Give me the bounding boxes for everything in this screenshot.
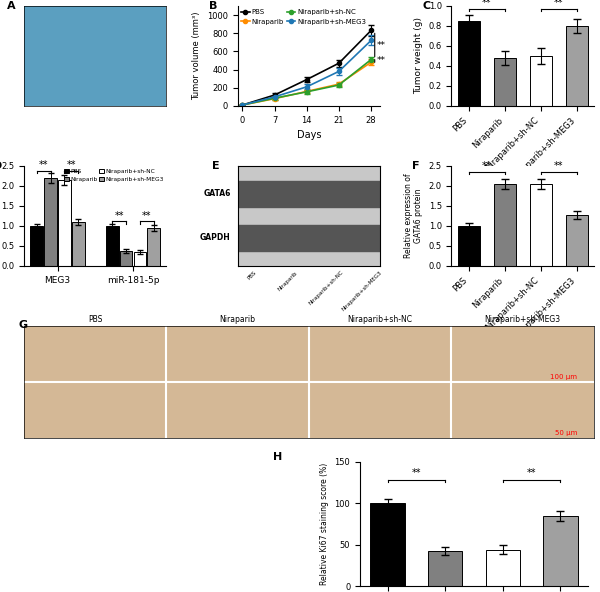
Text: 100 μm: 100 μm <box>550 374 577 379</box>
Bar <box>238 181 380 207</box>
Bar <box>72 222 85 266</box>
Bar <box>58 180 71 266</box>
Bar <box>494 184 515 266</box>
Bar <box>543 516 578 586</box>
Bar <box>494 58 515 106</box>
Text: G: G <box>19 320 28 330</box>
Text: **: ** <box>39 160 49 170</box>
Bar <box>428 551 463 586</box>
Text: **: ** <box>142 211 152 221</box>
Text: Niraparib+sh-NC: Niraparib+sh-NC <box>348 315 413 324</box>
Legend: PBS, Niraparib, Niraparib+sh-NC, Niraparib+sh-MEG3: PBS, Niraparib, Niraparib+sh-NC, Nirapar… <box>64 169 164 182</box>
Y-axis label: Relative expression of
GATA6 protein: Relative expression of GATA6 protein <box>404 173 423 258</box>
Text: **: ** <box>115 211 124 221</box>
Y-axis label: Tumor weight (g): Tumor weight (g) <box>414 17 423 95</box>
Text: **: ** <box>377 40 386 50</box>
Bar <box>485 549 520 586</box>
Text: E: E <box>212 161 220 171</box>
X-axis label: Days: Days <box>297 130 321 140</box>
Text: D: D <box>0 161 2 171</box>
Bar <box>566 215 587 266</box>
Text: 50 μm: 50 μm <box>554 430 577 436</box>
Bar <box>31 226 43 266</box>
Text: PBS: PBS <box>247 270 257 281</box>
Bar <box>134 252 146 266</box>
Bar <box>458 21 479 106</box>
Bar <box>370 503 405 586</box>
Text: **: ** <box>377 56 386 66</box>
Text: Niraparib: Niraparib <box>220 315 256 324</box>
Text: **: ** <box>554 0 563 8</box>
Bar <box>106 226 119 266</box>
Text: **: ** <box>412 468 421 478</box>
Text: A: A <box>7 1 16 11</box>
Text: **: ** <box>67 160 76 170</box>
Bar <box>530 184 551 266</box>
Legend: PBS, Niraparib, Niraparib+sh-NC, Niraparib+sh-MEG3: PBS, Niraparib, Niraparib+sh-NC, Nirapar… <box>241 9 366 25</box>
Bar <box>44 178 57 266</box>
Text: GAPDH: GAPDH <box>200 233 230 243</box>
Bar <box>566 26 587 106</box>
Text: GATA6: GATA6 <box>203 189 230 198</box>
Bar <box>238 225 380 251</box>
Text: **: ** <box>554 161 563 170</box>
Text: **: ** <box>482 0 491 8</box>
Y-axis label: Tumor volume (mm³): Tumor volume (mm³) <box>193 12 202 100</box>
Text: PBS: PBS <box>88 315 103 324</box>
Text: **: ** <box>527 468 536 478</box>
Text: Niraparib+sh-MEG3: Niraparib+sh-MEG3 <box>485 315 561 324</box>
Bar <box>148 228 160 266</box>
Bar <box>458 226 479 266</box>
Text: Niraparib+sh-MEG3: Niraparib+sh-MEG3 <box>341 270 383 312</box>
Text: H: H <box>274 452 283 462</box>
Bar <box>530 56 551 106</box>
Y-axis label: Relative Ki67 staining score (%): Relative Ki67 staining score (%) <box>320 463 329 585</box>
Text: C: C <box>423 1 431 11</box>
Text: **: ** <box>482 161 491 170</box>
Text: Niraparib+sh-NC: Niraparib+sh-NC <box>308 270 344 307</box>
Text: Niraparib: Niraparib <box>277 270 298 292</box>
Text: B: B <box>209 1 218 11</box>
Bar <box>120 251 133 266</box>
Text: F: F <box>412 161 419 171</box>
